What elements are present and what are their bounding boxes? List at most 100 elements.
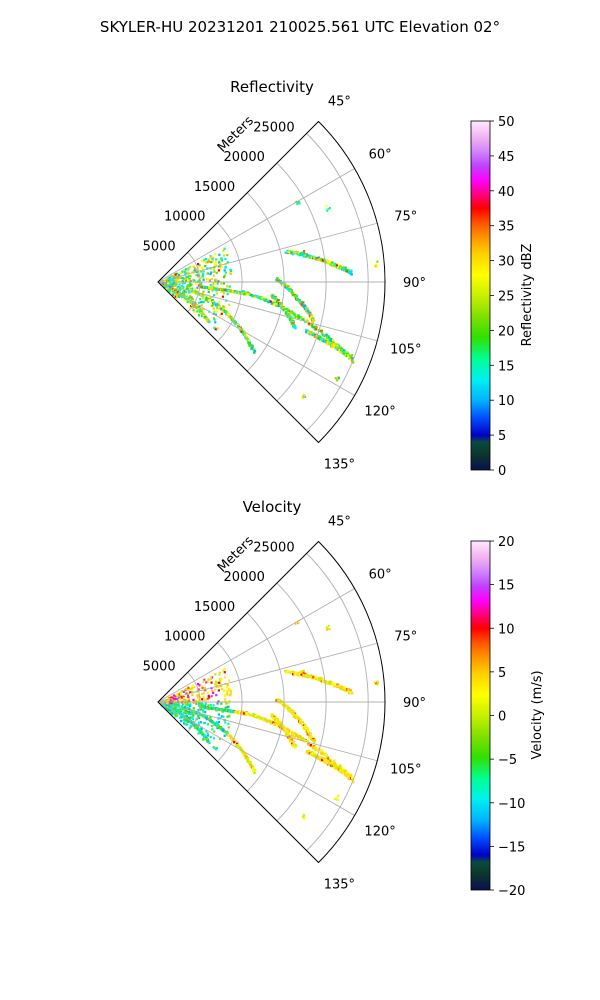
echo-cell xyxy=(340,351,344,354)
echo-cell xyxy=(194,287,197,291)
echo-cell xyxy=(313,752,317,756)
echo-cell xyxy=(204,689,207,692)
echo-cell xyxy=(306,254,309,257)
angle-tick-label: 75° xyxy=(394,210,417,225)
echo-cell xyxy=(336,683,339,686)
echo-cell xyxy=(328,763,331,766)
echo-cell xyxy=(196,274,199,277)
echo-cell xyxy=(302,672,306,675)
echo-cell xyxy=(294,327,297,330)
echo-cell xyxy=(331,339,335,342)
echo-cell xyxy=(247,339,251,343)
colorbar-tick-label: 20 xyxy=(498,535,515,550)
echo-cell xyxy=(253,351,256,354)
echo-cell xyxy=(189,691,192,694)
echo-cell xyxy=(224,271,227,274)
echo-cell xyxy=(213,730,216,733)
echo-cell xyxy=(332,265,335,268)
echo-cell xyxy=(190,297,193,301)
velocity-data-layer xyxy=(160,620,379,820)
echo-cell xyxy=(166,279,169,282)
echo-cell xyxy=(302,318,305,321)
echo-cell xyxy=(176,291,179,294)
echo-cell xyxy=(202,689,205,692)
echo-cell xyxy=(338,347,342,350)
echo-cell xyxy=(310,675,313,678)
echo-cell xyxy=(330,764,333,767)
echo-cell xyxy=(331,261,334,264)
echo-cell xyxy=(270,720,273,724)
echo-cell xyxy=(216,721,219,724)
echo-cell xyxy=(351,357,354,360)
echo-cell xyxy=(298,673,301,676)
echo-cell xyxy=(191,694,194,697)
echo-cell xyxy=(215,258,218,261)
echo-cell xyxy=(213,326,216,329)
echo-cell xyxy=(337,344,341,347)
echo-cell xyxy=(198,301,201,304)
echo-cell xyxy=(182,277,185,280)
echo-cell xyxy=(290,320,293,323)
echo-cell xyxy=(168,709,172,712)
echo-cell xyxy=(350,273,353,276)
echo-cell xyxy=(164,706,167,709)
echo-cell xyxy=(290,310,293,313)
echo-cell xyxy=(186,284,189,287)
echo-cell xyxy=(223,689,226,692)
echo-cell xyxy=(223,274,226,277)
echo-cell xyxy=(309,744,313,747)
colorbar-tick-label: 20 xyxy=(498,324,515,339)
echo-cell xyxy=(290,671,293,675)
echo-cell xyxy=(259,296,263,299)
colorbar-tick-label: 10 xyxy=(498,622,515,637)
echo-cell xyxy=(183,699,186,702)
echo-cell xyxy=(196,694,199,697)
echo-cell xyxy=(285,311,288,314)
echo-cell xyxy=(200,708,203,711)
echo-cell xyxy=(228,714,231,717)
echo-cell xyxy=(170,696,173,699)
echo-cell xyxy=(219,737,222,740)
echo-cell xyxy=(212,704,215,707)
echo-cell xyxy=(305,751,308,754)
echo-cell xyxy=(290,736,293,739)
echo-cell xyxy=(306,733,309,736)
echo-cell xyxy=(187,279,191,282)
echo-cell xyxy=(307,331,310,334)
echo-cell xyxy=(283,728,287,731)
echo-cell xyxy=(212,307,215,310)
echo-cell xyxy=(222,305,225,308)
echo-cell xyxy=(188,712,191,715)
echo-cell xyxy=(294,622,297,625)
echo-cell xyxy=(229,694,232,697)
echo-cell xyxy=(202,290,205,293)
echo-cell xyxy=(177,694,181,697)
echo-cell xyxy=(215,260,218,263)
echo-cell xyxy=(217,721,221,724)
echo-cell xyxy=(344,266,347,269)
echo-cell xyxy=(210,676,214,679)
echo-cell xyxy=(197,314,201,317)
echo-cell xyxy=(168,707,171,710)
echo-cell xyxy=(214,748,218,751)
echo-cell xyxy=(201,259,204,262)
echo-cell xyxy=(209,273,212,276)
angle-tick-label: 135° xyxy=(324,877,355,892)
echo-cell xyxy=(171,287,174,290)
echo-cell xyxy=(188,711,191,714)
echo-cell xyxy=(165,282,168,285)
echo-cell xyxy=(294,673,298,676)
echo-cell xyxy=(210,695,213,698)
echo-cell xyxy=(183,290,186,293)
echo-cell xyxy=(189,284,192,288)
echo-cell xyxy=(219,262,222,266)
echo-cell xyxy=(188,291,191,294)
azimuth-spoke xyxy=(157,588,355,703)
echo-cell xyxy=(213,294,216,297)
echo-cell xyxy=(332,343,335,346)
echo-cell xyxy=(295,733,298,736)
colorbar-tick-label: 5 xyxy=(498,666,506,681)
echo-cell xyxy=(264,299,267,302)
echo-cell xyxy=(272,300,275,304)
echo-cell xyxy=(214,328,218,331)
